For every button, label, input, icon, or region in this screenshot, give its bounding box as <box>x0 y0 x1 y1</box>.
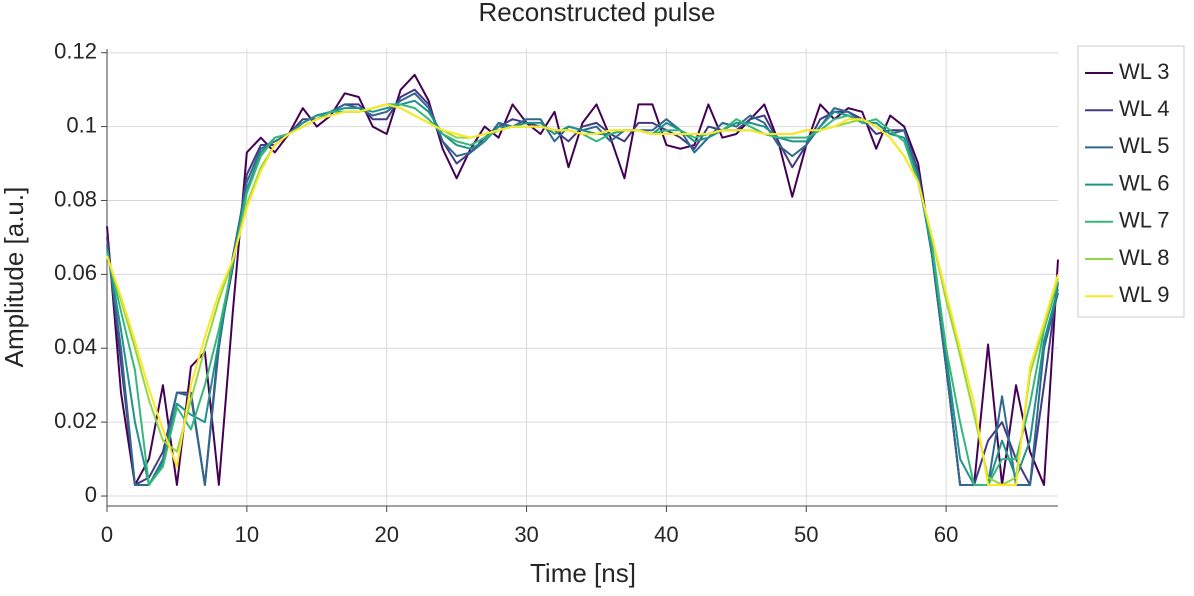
series-line <box>106 103 1059 486</box>
y-tick-label: 0.04 <box>54 334 97 359</box>
legend-label: WL 7 <box>1119 208 1170 233</box>
series-line <box>106 73 1059 486</box>
legend-label: WL 4 <box>1119 96 1170 121</box>
y-tick-label: 0.02 <box>54 408 97 433</box>
x-tick-label: 20 <box>374 522 398 547</box>
y-tick-label: 0.06 <box>54 260 97 285</box>
x-axis-title: Time [ns] <box>530 558 636 588</box>
chart-title: Reconstructed pulse <box>478 0 715 27</box>
legend-box <box>1077 45 1185 318</box>
series-line <box>106 88 1059 486</box>
legend-label: WL 9 <box>1119 282 1170 307</box>
x-tick-label: 10 <box>235 522 259 547</box>
legend-label: WL 8 <box>1119 245 1170 270</box>
y-tick-label: 0.12 <box>54 39 97 64</box>
y-axis-title: Amplitude [a.u.] <box>0 187 29 368</box>
x-tick-label: 30 <box>514 522 538 547</box>
x-tick-label: 40 <box>654 522 678 547</box>
y-tick-label: 0.08 <box>54 186 97 211</box>
y-tick-label: 0 <box>85 482 97 507</box>
legend-label: WL 3 <box>1119 59 1170 84</box>
series-line <box>106 92 1059 486</box>
x-tick-label: 50 <box>794 522 818 547</box>
x-tick-label: 0 <box>101 522 113 547</box>
y-tick-label: 0.1 <box>66 112 97 137</box>
legend-label: WL 5 <box>1119 133 1170 158</box>
legend-label: WL 6 <box>1119 170 1170 195</box>
x-tick-label: 60 <box>934 522 958 547</box>
